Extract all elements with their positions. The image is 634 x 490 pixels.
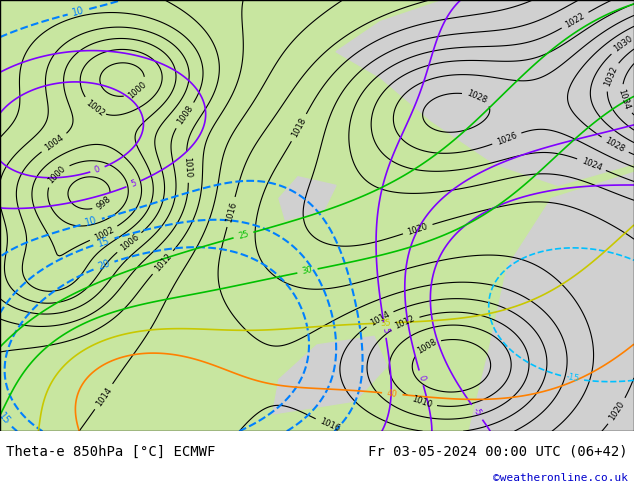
Text: 1000: 1000 xyxy=(46,164,67,185)
Text: 30: 30 xyxy=(301,266,314,276)
Text: 25: 25 xyxy=(237,229,250,241)
Polygon shape xyxy=(336,0,634,185)
Text: 1032: 1032 xyxy=(602,65,619,88)
Text: 1006: 1006 xyxy=(119,232,140,253)
Text: 15: 15 xyxy=(96,235,112,248)
Text: 1008: 1008 xyxy=(175,104,195,126)
Text: 1010: 1010 xyxy=(411,394,434,410)
Text: 35: 35 xyxy=(380,318,391,328)
Text: 1014: 1014 xyxy=(368,310,391,328)
Text: 1016: 1016 xyxy=(318,417,341,434)
Text: 0: 0 xyxy=(416,374,426,382)
Text: 1034: 1034 xyxy=(617,88,631,111)
Text: 0: 0 xyxy=(94,165,101,174)
Text: -5: -5 xyxy=(471,406,483,418)
Text: 998: 998 xyxy=(95,195,113,212)
Text: 10: 10 xyxy=(84,216,98,228)
Text: 1018: 1018 xyxy=(290,116,308,139)
Text: 1028: 1028 xyxy=(604,136,626,154)
Text: ©weatheronline.co.uk: ©weatheronline.co.uk xyxy=(493,473,628,483)
Text: 1028: 1028 xyxy=(465,89,489,105)
Text: 20: 20 xyxy=(96,259,112,272)
Text: 1004: 1004 xyxy=(43,133,65,152)
Text: 1030: 1030 xyxy=(612,34,634,54)
Text: 1002: 1002 xyxy=(84,98,107,119)
Polygon shape xyxy=(469,172,634,431)
Text: Fr 03-05-2024 00:00 UTC (06+42): Fr 03-05-2024 00:00 UTC (06+42) xyxy=(368,445,628,459)
Text: 5: 5 xyxy=(129,179,138,189)
Text: 1022: 1022 xyxy=(564,11,586,29)
Text: 1012: 1012 xyxy=(153,252,173,273)
Text: 40: 40 xyxy=(387,389,398,399)
Text: 1008: 1008 xyxy=(415,337,438,355)
Text: 1020: 1020 xyxy=(406,221,429,237)
Polygon shape xyxy=(279,177,336,220)
Text: 1020: 1020 xyxy=(607,400,626,422)
Text: Theta-e 850hPa [°C] ECMWF: Theta-e 850hPa [°C] ECMWF xyxy=(6,445,216,459)
Polygon shape xyxy=(273,336,387,414)
Text: -15: -15 xyxy=(565,372,580,384)
Text: 5: 5 xyxy=(380,327,390,334)
Text: 1002: 1002 xyxy=(93,225,115,243)
Text: 1024: 1024 xyxy=(580,156,603,172)
Text: 1026: 1026 xyxy=(495,130,518,147)
Text: 1012: 1012 xyxy=(394,314,417,331)
Text: 1014: 1014 xyxy=(94,386,113,408)
Text: 15: 15 xyxy=(0,411,12,426)
Text: 10: 10 xyxy=(71,5,86,18)
Text: 1010: 1010 xyxy=(183,156,193,178)
Text: 1016: 1016 xyxy=(224,200,238,223)
Text: 1000: 1000 xyxy=(127,80,149,100)
